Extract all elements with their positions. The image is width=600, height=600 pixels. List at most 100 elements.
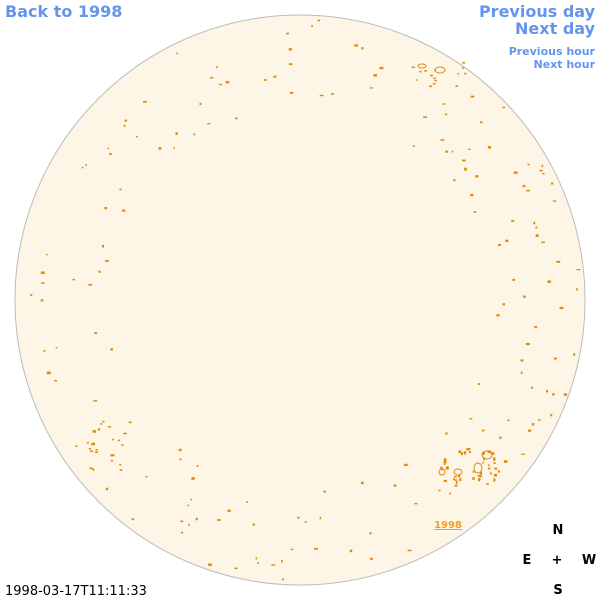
speck xyxy=(92,430,97,433)
speck xyxy=(208,563,212,567)
speck xyxy=(92,469,95,471)
speck xyxy=(438,468,446,476)
speck xyxy=(434,79,437,82)
speck xyxy=(550,413,553,417)
speck xyxy=(286,32,289,35)
speck xyxy=(573,353,576,356)
speck xyxy=(576,288,578,291)
speck xyxy=(110,348,113,351)
speck xyxy=(176,52,178,55)
speck xyxy=(217,518,221,521)
speck xyxy=(361,47,364,50)
speck xyxy=(145,476,148,478)
speck xyxy=(533,221,536,225)
compass-north: N xyxy=(553,523,564,538)
active-regions xyxy=(29,19,581,581)
speck xyxy=(493,473,498,477)
speck xyxy=(304,521,307,523)
speck xyxy=(40,299,44,302)
speck xyxy=(534,325,538,328)
speck xyxy=(523,295,526,298)
speck xyxy=(487,146,492,149)
speck xyxy=(494,467,498,470)
speck xyxy=(470,95,475,98)
speck xyxy=(317,19,321,22)
speck xyxy=(93,400,98,402)
back-link[interactable]: Back to 1998 xyxy=(5,2,123,21)
speck xyxy=(75,445,78,448)
speck xyxy=(496,314,500,317)
speck xyxy=(428,85,433,88)
speck xyxy=(196,465,199,467)
previous-hour-link[interactable]: Previous hour xyxy=(508,45,595,58)
speck xyxy=(458,450,462,453)
speck xyxy=(423,116,428,118)
speck xyxy=(482,461,484,464)
speck xyxy=(531,386,534,389)
speck xyxy=(438,489,441,492)
speck xyxy=(121,444,124,446)
speck xyxy=(288,63,293,66)
speck xyxy=(475,175,479,178)
speck xyxy=(479,471,483,475)
speck xyxy=(470,193,474,197)
speck xyxy=(119,469,123,471)
speck xyxy=(97,428,101,431)
previous-day-link[interactable]: Previous day xyxy=(478,2,595,21)
speck xyxy=(131,518,135,521)
speck xyxy=(86,441,89,444)
next-day-link[interactable]: Next day xyxy=(515,19,595,38)
speck xyxy=(109,152,112,156)
speck xyxy=(487,467,491,470)
speck xyxy=(314,547,318,550)
speck xyxy=(190,498,193,501)
speck xyxy=(460,452,463,456)
next-hour-link[interactable]: Next hour xyxy=(533,58,596,71)
speck xyxy=(539,169,543,172)
speck xyxy=(502,303,505,306)
region-link[interactable]: 1998 xyxy=(434,520,462,531)
speck xyxy=(288,48,292,51)
speck xyxy=(535,234,539,237)
speck xyxy=(463,451,467,455)
speck xyxy=(89,467,92,469)
speck xyxy=(535,226,538,229)
speck xyxy=(445,150,448,153)
speck xyxy=(520,359,524,362)
speck xyxy=(187,504,190,506)
speck xyxy=(493,478,496,482)
speck xyxy=(576,268,581,271)
speck xyxy=(541,241,545,243)
speck xyxy=(551,182,554,185)
speck xyxy=(257,562,259,565)
speck xyxy=(95,449,98,451)
speck xyxy=(498,243,501,246)
speck xyxy=(443,461,446,465)
speck xyxy=(89,450,94,452)
speck xyxy=(180,520,184,523)
speck xyxy=(330,93,335,95)
speck xyxy=(98,270,101,273)
compass-west: W xyxy=(582,553,596,568)
speck xyxy=(459,477,462,482)
speck xyxy=(319,94,324,97)
speck xyxy=(360,481,364,485)
speck xyxy=(100,423,103,425)
speck xyxy=(477,383,481,385)
speck xyxy=(319,516,322,520)
speck xyxy=(311,25,314,27)
speck xyxy=(457,474,461,478)
speck xyxy=(119,464,122,466)
speck xyxy=(547,280,552,283)
speck xyxy=(451,150,454,153)
speck xyxy=(369,532,372,535)
speck xyxy=(464,168,467,171)
speck xyxy=(373,73,377,77)
speck xyxy=(85,164,87,166)
speck xyxy=(454,484,458,487)
speck xyxy=(94,332,98,335)
speck xyxy=(552,393,555,396)
speck xyxy=(453,478,456,481)
speck xyxy=(193,133,196,136)
speck xyxy=(453,179,456,182)
